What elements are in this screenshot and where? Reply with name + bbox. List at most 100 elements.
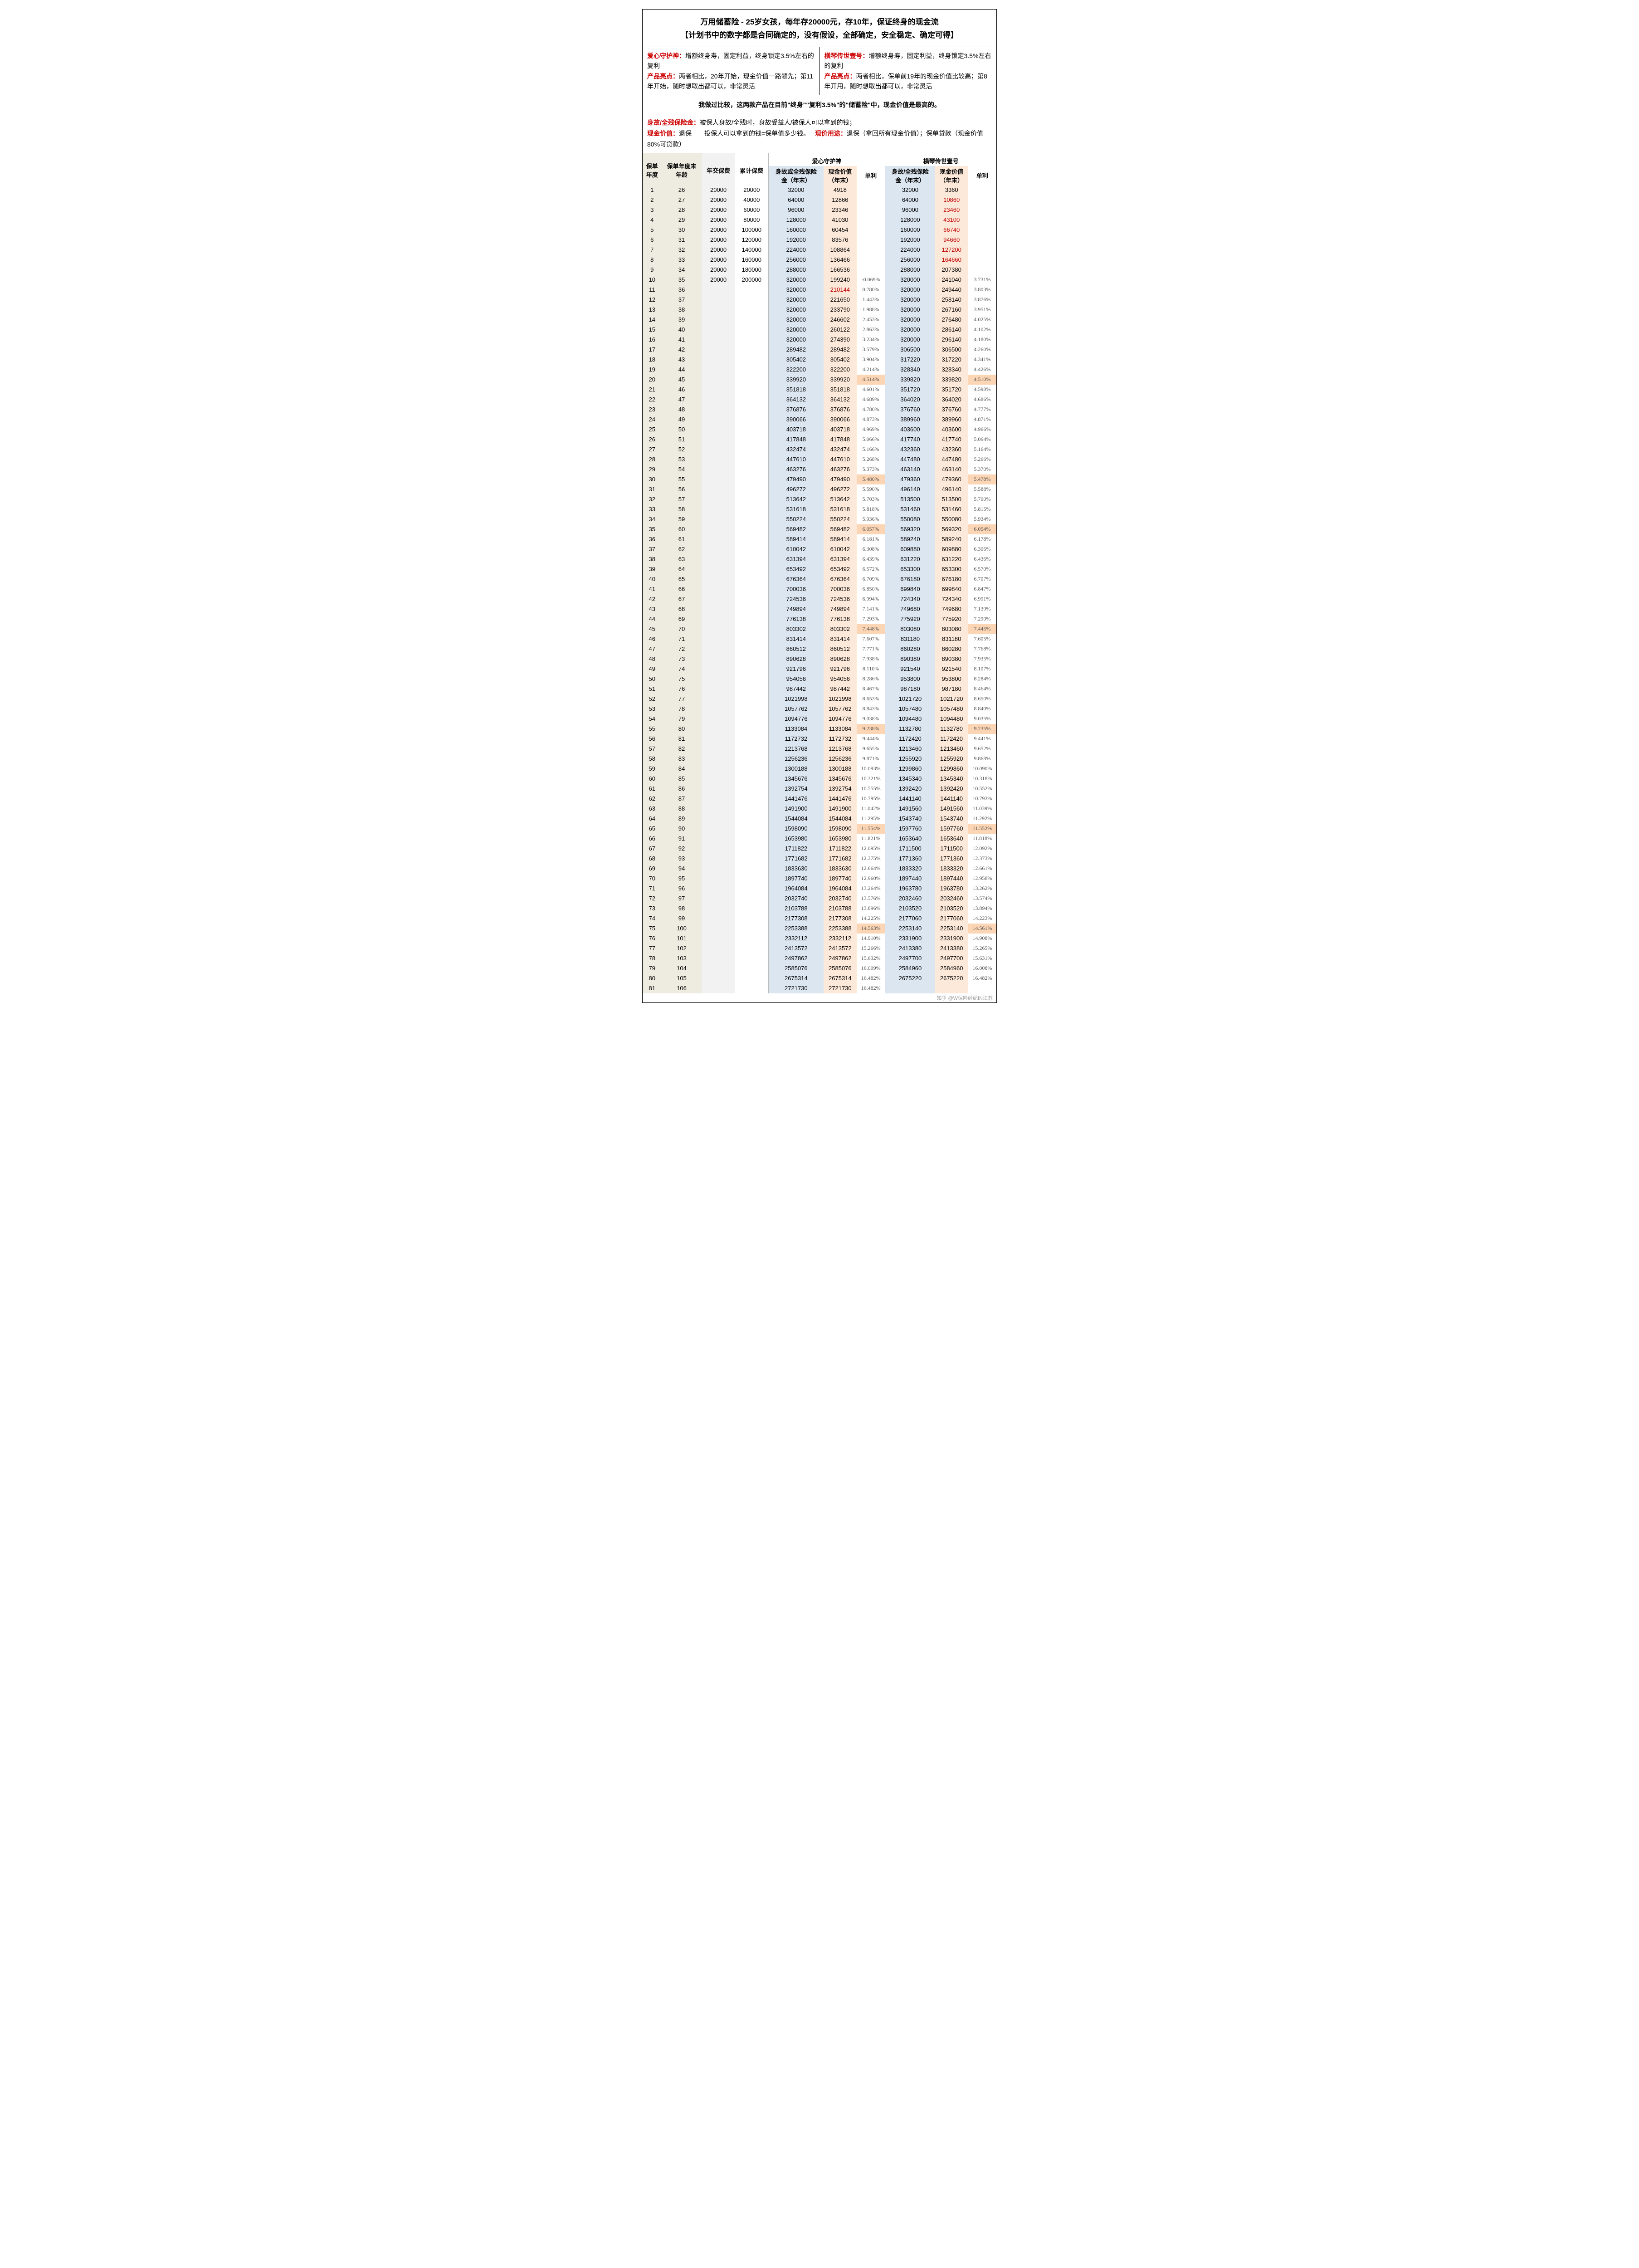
cell: 320000: [885, 295, 935, 305]
cell: 2331900: [885, 934, 935, 943]
cell: 6.436%: [968, 554, 996, 564]
cell: 6.057%: [857, 524, 885, 534]
cell: 10.321%: [857, 774, 885, 784]
cell: 36: [661, 285, 702, 295]
cell: 1172732: [768, 734, 823, 744]
cell: 6.308%: [857, 544, 885, 554]
cell: 97: [661, 894, 702, 904]
cell: 2103520: [935, 904, 968, 914]
cell: [702, 764, 735, 774]
cell: 1711822: [824, 844, 857, 854]
cell: 47: [661, 395, 702, 405]
table-row: 34595502245502245.936%5500805500805.934%: [643, 514, 996, 524]
cell: 1491900: [768, 804, 823, 814]
cell: 79: [643, 963, 661, 973]
cell: [702, 654, 735, 664]
cell: 22: [643, 395, 661, 405]
cell: 320000: [885, 285, 935, 295]
table-row: 33585316185316185.818%5314605314605.815%: [643, 504, 996, 514]
cell: 631220: [885, 554, 935, 564]
cell: 890628: [824, 654, 857, 664]
cell: 30: [661, 225, 702, 235]
cell: 47: [643, 644, 661, 654]
cell: 207380: [935, 265, 968, 275]
cell: 25: [643, 425, 661, 435]
cell: [735, 464, 769, 474]
footer-watermark: 知乎 @W保险经纪IN江苏: [643, 993, 996, 1002]
cell: 496272: [768, 484, 823, 494]
cell: 322200: [824, 365, 857, 375]
cell: 7.290%: [968, 614, 996, 624]
cell: 1021998: [768, 694, 823, 704]
cell: [968, 265, 996, 275]
cell: 776138: [768, 614, 823, 624]
cell: 463140: [885, 464, 935, 474]
cell: [735, 694, 769, 704]
cell: 69: [643, 864, 661, 874]
intro-left-hl: 产品亮点：: [647, 73, 679, 80]
cell: 2413380: [935, 943, 968, 953]
cell: 32000: [768, 185, 823, 195]
cell: [735, 983, 769, 993]
cell: 51: [643, 684, 661, 694]
th-ax-rate: 单利: [857, 166, 885, 185]
cell: [702, 983, 735, 993]
cell: 320000: [768, 315, 823, 325]
cell: 7.935%: [968, 654, 996, 664]
cell: 9.871%: [857, 754, 885, 764]
cell: 1300188: [768, 764, 823, 774]
cell: [702, 614, 735, 624]
cell: 27: [643, 445, 661, 455]
cell: 16: [643, 335, 661, 345]
cell: 589240: [885, 534, 935, 544]
cell: 7.141%: [857, 604, 885, 614]
cell: 1.988%: [857, 305, 885, 315]
cell: [735, 455, 769, 464]
cell: 2497862: [824, 953, 857, 963]
cell: [735, 814, 769, 824]
cell: [702, 295, 735, 305]
cell: [735, 973, 769, 983]
cell: 5.588%: [968, 484, 996, 494]
cell: [735, 435, 769, 445]
cell: [735, 854, 769, 864]
cell: 67: [661, 594, 702, 604]
cell: 320000: [768, 285, 823, 295]
cell: 339920: [768, 375, 823, 385]
cell: [702, 345, 735, 355]
cell: 10.090%: [968, 764, 996, 774]
cell: [702, 375, 735, 385]
cell: 2032740: [768, 894, 823, 904]
cell: 23346: [824, 205, 857, 215]
cell: 339820: [885, 375, 935, 385]
cell: [702, 554, 735, 564]
cell: 180000: [735, 265, 769, 275]
cell: 803302: [768, 624, 823, 634]
cell: 403718: [768, 425, 823, 435]
table-row: 48738906288906287.938%8903808903807.935%: [643, 654, 996, 664]
cell: 66740: [935, 225, 968, 235]
cell: 4.426%: [968, 365, 996, 375]
table-row: 65901598090159809011.554%159776015977601…: [643, 824, 996, 834]
cell: 463276: [824, 464, 857, 474]
cell: 1392754: [768, 784, 823, 794]
cell: 2177060: [885, 914, 935, 924]
cell: [702, 724, 735, 734]
table-row: 14393200002466022.453%3200002764804.025%: [643, 315, 996, 325]
cell: 20000: [702, 215, 735, 225]
cell: 724340: [935, 594, 968, 604]
cell: 62: [661, 544, 702, 554]
cell: 48: [661, 405, 702, 415]
cell: 78: [643, 953, 661, 963]
legend-2b: 退保——投保人可以拿到的钱=保单值多少钱。: [679, 130, 810, 137]
th-group-hq: 横琴传世壹号: [885, 153, 996, 166]
cell: 192000: [885, 235, 935, 245]
cell: [735, 644, 769, 654]
cell: [702, 953, 735, 963]
cell: 37: [661, 295, 702, 305]
cell: 9.655%: [857, 744, 885, 754]
table-row: 811062721730272173016.482%: [643, 983, 996, 993]
cell: 12.661%: [968, 864, 996, 874]
cell: 79: [661, 714, 702, 724]
cell: 13.262%: [968, 884, 996, 894]
